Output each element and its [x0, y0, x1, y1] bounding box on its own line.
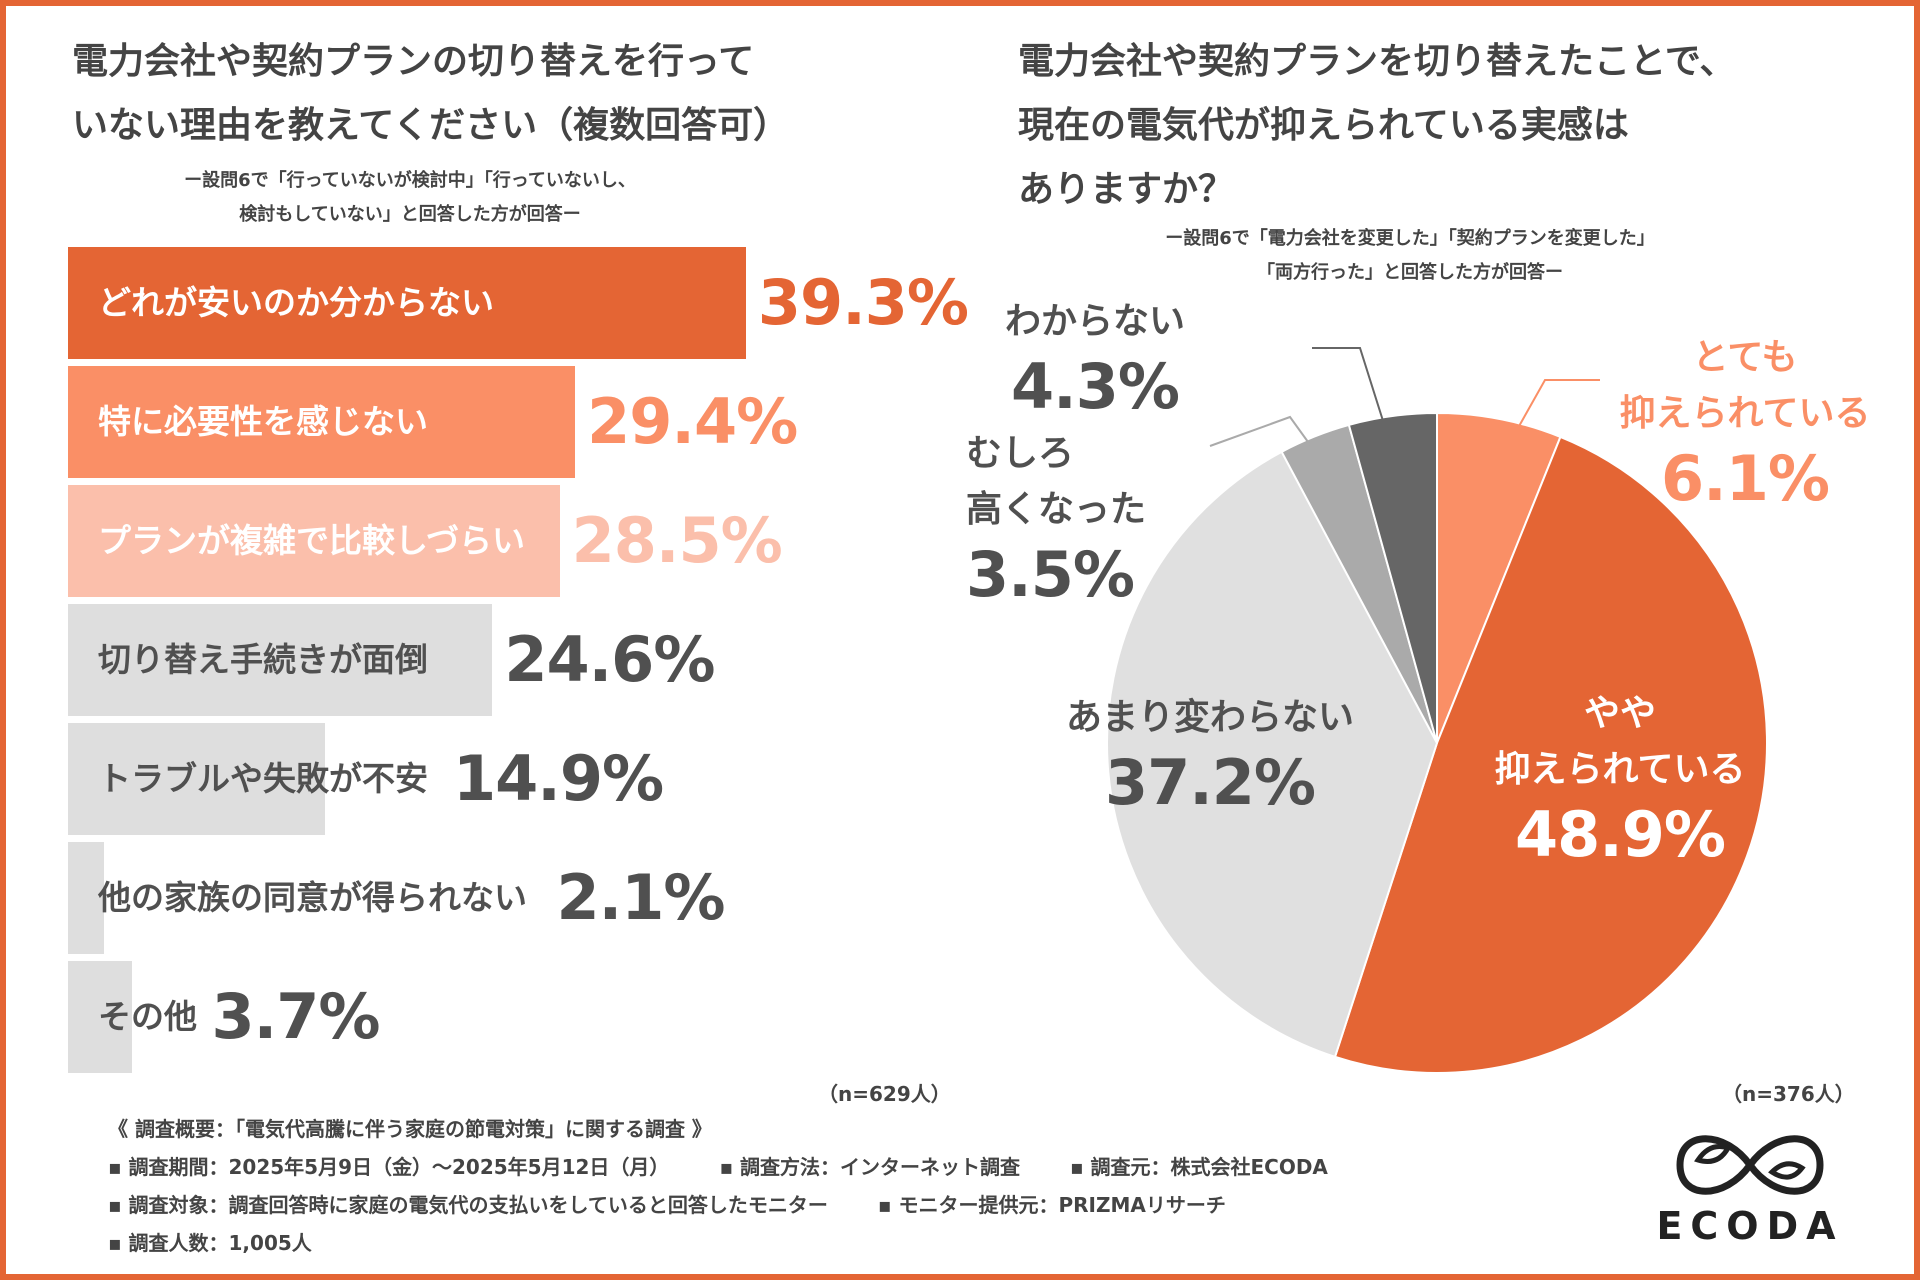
pie-slice [1333, 435, 1769, 1075]
left-title-line: 電力会社や契約プランの切り替えを行って [72, 41, 755, 82]
left-title: 電力会社や契約プランの切り替えを行って いない理由を教えてください（複数回答可） [72, 30, 789, 158]
bar-category-label: プランが複雑で比較しづらい [98, 521, 526, 560]
survey-summary: 《 調査概要：「電気代高騰に伴う家庭の節電対策」に関する調査 》 ▪ 調査期間：… [108, 1110, 1328, 1262]
left-title-line: いない理由を教えてください（複数回答可） [72, 105, 790, 146]
logo-text: ECODA [1656, 1204, 1844, 1248]
pie-slice-value: 6.1% [1661, 442, 1830, 515]
right-subtitle-line: 「両方行った」と回答した方が回答ー [1257, 262, 1563, 283]
bar-category-label: その他 [98, 997, 197, 1036]
pie-slice [1106, 450, 1439, 1059]
pie-slice [1436, 411, 1562, 744]
pie-slice-category: あまり変わらない [1065, 697, 1354, 738]
pie-slice-category: むしろ [966, 433, 1075, 474]
bar [68, 366, 576, 478]
survey-period: ▪ 調査期間：2025年5月9日（金）〜2025年5月12日（月） [108, 1155, 670, 1179]
pie-slice-value: 48.9% [1514, 798, 1726, 871]
pie-slice-label: とても抑えられている 6.1% [1600, 330, 1890, 516]
pie-slice-value: 37.2% [1104, 746, 1316, 819]
left-subtitle-line: ー設問6で「行っていないが検討中」「行っていないし、 [184, 170, 636, 191]
bar-value-label: 2.1% [556, 861, 726, 934]
bar-category-label: 特に必要性を感じない [98, 402, 428, 441]
pie-slice-value: 3.5% [966, 538, 1135, 611]
bar [68, 842, 105, 954]
bar-value-label: 24.6% [504, 623, 715, 696]
bar [68, 961, 132, 1073]
survey-target: ▪ 調査対象：調査回答時に家庭の電気代の支払いをしていると回答したモニター [108, 1193, 828, 1217]
right-subtitle-line: ー設問6で「電力会社を変更した」「契約プランを変更した」 [1165, 228, 1655, 249]
ecoda-logo: ECODA [1640, 1120, 1860, 1250]
survey-row-2: ▪ 調査対象：調査回答時に家庭の電気代の支払いをしていると回答したモニター ▪ モ… [108, 1186, 1328, 1224]
bar-category-label: どれが安いのか分からない [98, 283, 494, 322]
pie-slice-label: やや抑えられている 48.9% [1470, 686, 1770, 872]
right-title-line: 現在の電気代が抑えられている実感は [1018, 105, 1629, 146]
bar-category-label: トラブルや失敗が不安 [98, 759, 428, 798]
survey-count: ▪ 調査人数：1,005人 [108, 1231, 312, 1255]
bar [68, 604, 493, 716]
left-subtitle: ー設問6で「行っていないが検討中」「行っていないし、 検討もしていない」と回答し… [120, 164, 700, 232]
right-title-line: 電力会社や契約プランを切り替えたことで、 [1018, 41, 1736, 82]
infinity-leaf-icon [1676, 1135, 1824, 1195]
right-title: 電力会社や契約プランを切り替えたことで、 現在の電気代が抑えられている実感は あ… [1018, 30, 1735, 222]
survey-provider: ▪ モニター提供元：PRIZMAリサーチ [877, 1193, 1226, 1217]
bar-category-label: 他の家族の同意が得られない [98, 878, 527, 917]
pie-leader-line [1312, 347, 1391, 444]
pie-slice-category: 抑えられている [1494, 749, 1746, 790]
pie-slice-value: 4.3% [1011, 350, 1180, 423]
bar-value-label: 28.5% [571, 504, 783, 577]
pie-slice-label: むしろ高くなった 3.5% [966, 426, 1186, 612]
pie-slice-category: わからない [1004, 301, 1185, 342]
left-subtitle-line: 検討もしていない」と回答した方が回答ー [239, 204, 581, 225]
pie-leader-line [1209, 415, 1317, 454]
bar-value-label: 29.4% [587, 385, 798, 458]
bar [68, 485, 560, 597]
pie-slice-category: とても [1692, 337, 1798, 378]
survey-source: ▪ 調査元：株式会社ECODA [1069, 1155, 1328, 1179]
pie-leader-line [1517, 379, 1600, 429]
pie-slice-category: 抑えられている [1619, 393, 1871, 434]
pie-slice-label: わからない 4.3% [975, 294, 1215, 424]
right-sample-size: （n=376人） [1722, 1082, 1855, 1106]
right-subtitle: ー設問6で「電力会社を変更した」「契約プランを変更した」 「両方行った」と回答し… [1100, 222, 1720, 290]
pie-slice [1347, 411, 1438, 744]
survey-heading: 《 調査概要：「電気代高騰に伴う家庭の節電対策」に関する調査 》 [108, 1117, 712, 1141]
bar-value-label: 3.7% [211, 980, 381, 1053]
pie-slice-category: やや [1583, 693, 1656, 734]
bar [68, 247, 746, 359]
bar-value-label: 39.3% [757, 266, 969, 339]
survey-method: ▪ 調査方法：インターネット調査 [719, 1155, 1020, 1179]
survey-row-1: ▪ 調査期間：2025年5月9日（金）〜2025年5月12日（月） ▪ 調査方法：… [108, 1148, 1328, 1186]
bar [68, 723, 326, 835]
left-sample-size: （n=629人） [818, 1082, 951, 1106]
right-title-line: ありますか？ [1018, 169, 1235, 210]
pie-slice-label: あまり変わらない 37.2% [1040, 690, 1380, 820]
pie-slice-category: 高くなった [966, 489, 1147, 530]
bar-category-label: 切り替え手続きが面倒 [98, 640, 428, 679]
bar-value-label: 14.9% [453, 742, 664, 815]
